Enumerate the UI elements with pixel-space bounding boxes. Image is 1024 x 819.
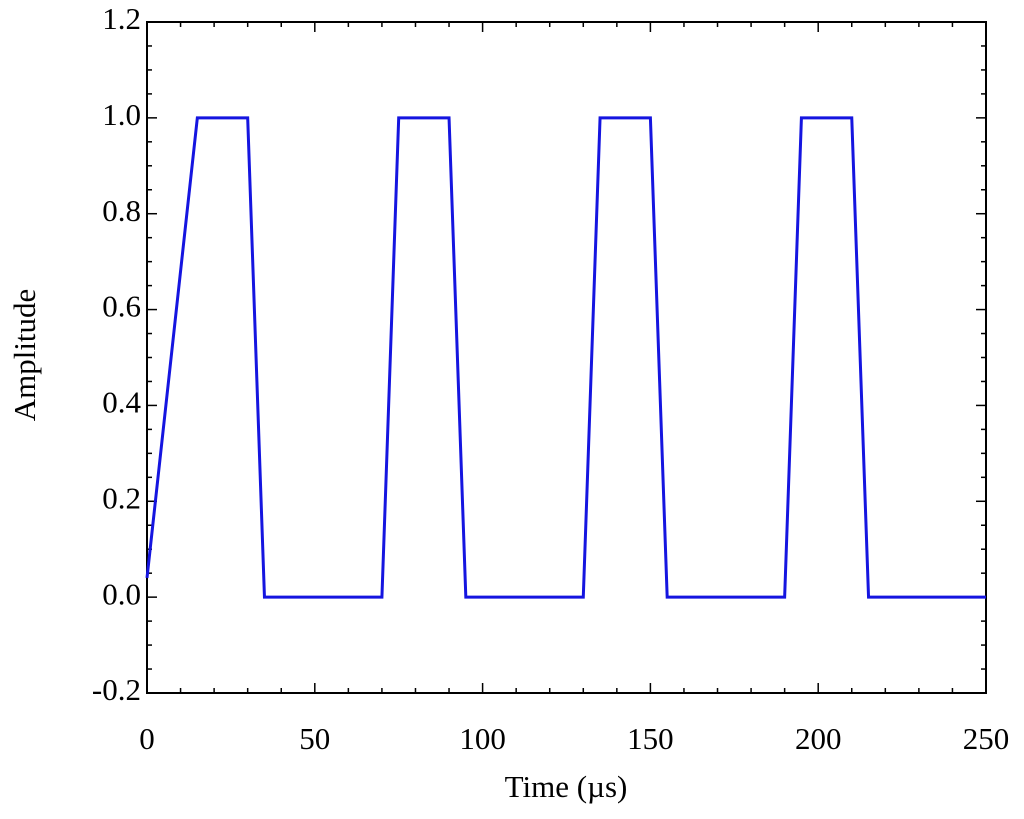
- y-tick-label: 0.4: [102, 385, 141, 420]
- x-tick-label: 0: [139, 721, 155, 756]
- x-tick-label: 250: [963, 721, 1010, 756]
- y-tick-label: 0.0: [102, 576, 141, 611]
- x-tick-label: 100: [459, 721, 506, 756]
- x-tick-label: 50: [299, 721, 330, 756]
- y-tick-label: 0.8: [102, 193, 141, 228]
- y-tick-label: -0.2: [92, 672, 141, 707]
- x-tick-label: 200: [795, 721, 842, 756]
- y-tick-label: 0.2: [102, 480, 141, 515]
- x-axis-title: Time (µs): [505, 769, 628, 804]
- x-tick-label: 150: [627, 721, 674, 756]
- y-axis-title: Amplitude: [7, 289, 42, 422]
- y-tick-label: 0.6: [102, 289, 141, 324]
- data-line: [145, 116, 986, 599]
- y-tick-label: 1.0: [102, 97, 141, 132]
- y-tick-label: 1.2: [102, 1, 141, 36]
